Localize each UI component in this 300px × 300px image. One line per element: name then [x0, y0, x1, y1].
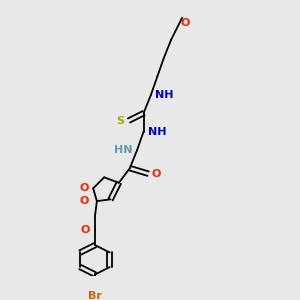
Text: HN: HN: [114, 145, 133, 155]
Text: O: O: [79, 183, 88, 193]
Text: S: S: [116, 116, 124, 125]
Text: NH: NH: [148, 127, 167, 136]
Text: Br: Br: [88, 291, 102, 300]
Text: O: O: [79, 196, 88, 206]
Text: O: O: [180, 18, 190, 28]
Text: O: O: [80, 226, 89, 236]
Text: O: O: [152, 169, 161, 179]
Text: NH: NH: [155, 90, 174, 100]
